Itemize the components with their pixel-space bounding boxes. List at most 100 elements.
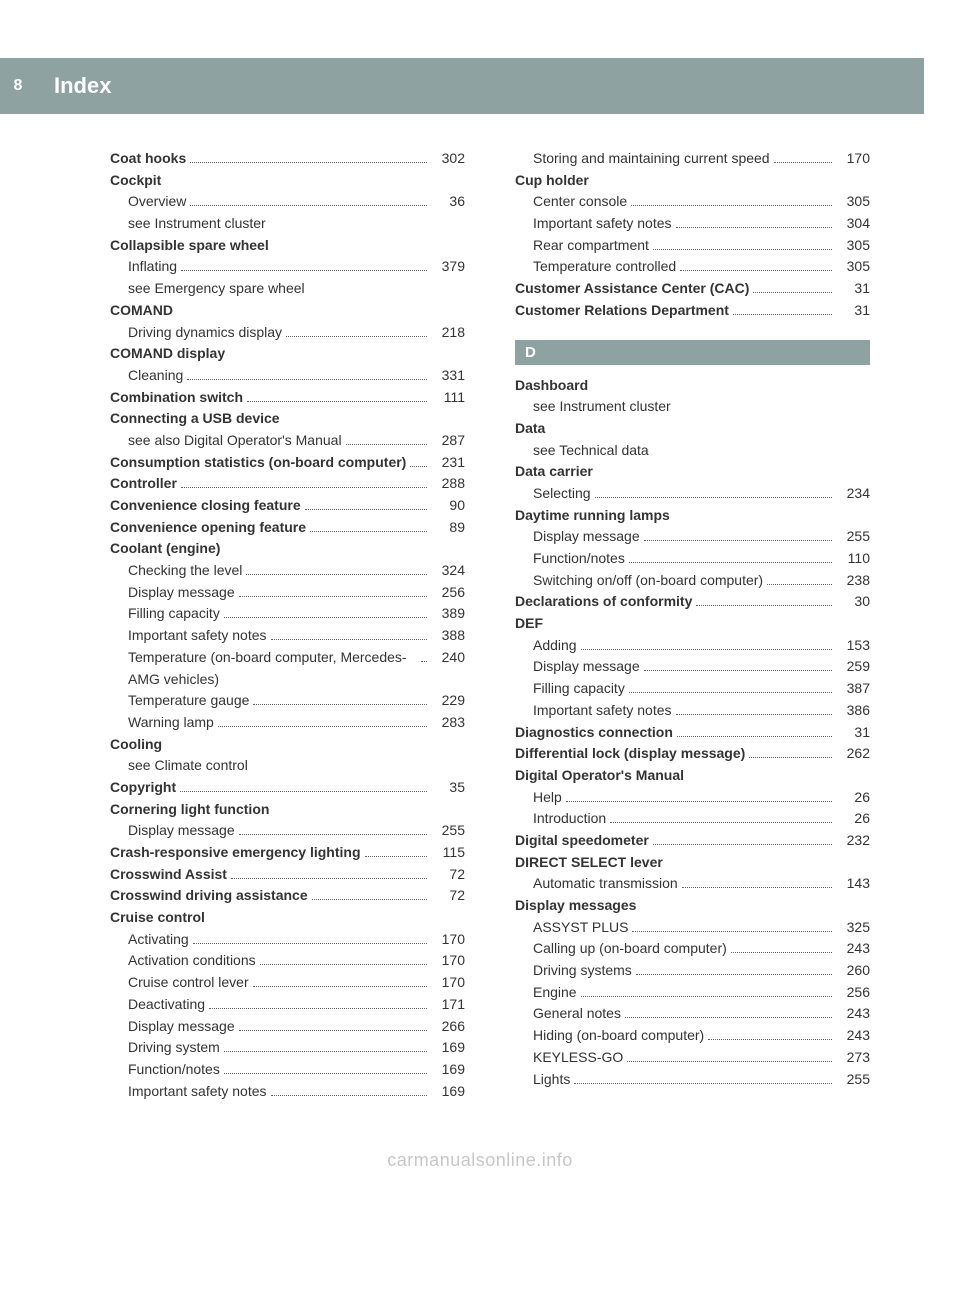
index-entry-page: 90 [431, 495, 465, 517]
index-entry-page: 305 [836, 256, 870, 278]
index-entry: Filling capacity389 [110, 603, 465, 625]
index-entry-page: 260 [836, 960, 870, 982]
index-entry-page: 26 [836, 787, 870, 809]
index-entry: Rear compartment305 [515, 235, 870, 257]
index-entry-page: 30 [836, 591, 870, 613]
index-entry: Data carrier [515, 461, 870, 483]
index-entry: Coolant (engine) [110, 538, 465, 560]
index-entry: Connecting a USB device [110, 408, 465, 430]
index-entry: Crash-responsive emergency lighting115 [110, 842, 465, 864]
index-entry-leader [253, 704, 427, 705]
index-entry-label: see also Digital Operator's Manual [128, 430, 342, 452]
index-entry: Switching on/off (on-board computer)238 [515, 570, 870, 592]
index-entry-leader [632, 931, 832, 932]
index-entry-leader [631, 205, 832, 206]
index-entry-label: Convenience opening feature [110, 517, 306, 539]
index-entry-page: 169 [431, 1081, 465, 1103]
index-entry-page: 283 [431, 712, 465, 734]
index-entry-leader [774, 162, 832, 163]
index-entry: Driving system169 [110, 1037, 465, 1059]
index-entry: Center console 305 [515, 191, 870, 213]
index-entry-leader [231, 878, 427, 879]
index-entry-label: Differential lock (display message) [515, 743, 745, 765]
index-entry: Cleaning331 [110, 365, 465, 387]
index-entry: Display message255 [515, 526, 870, 548]
index-entry-page: 256 [836, 982, 870, 1004]
index-entry-label: Warning lamp [128, 712, 214, 734]
index-entry: Consumption statistics (on-board compute… [110, 452, 465, 474]
index-entry-leader [224, 1051, 427, 1052]
index-content: Coat hooks302CockpitOverview36see Instru… [0, 58, 960, 1142]
index-entry: Customer Relations Department31 [515, 300, 870, 322]
index-entry: Cornering light function [110, 799, 465, 821]
index-entry: Temperature (on-board computer, Mercedes… [110, 647, 465, 690]
index-entry-page: 325 [836, 917, 870, 939]
index-entry-label: KEYLESS-GO [533, 1047, 623, 1069]
index-entry: Convenience opening feature89 [110, 517, 465, 539]
index-entry: DEF [515, 613, 870, 635]
index-entry-leader [312, 899, 427, 900]
index-entry: DIRECT SELECT lever [515, 852, 870, 874]
index-entry-label: Daytime running lamps [515, 505, 670, 527]
index-entry-leader [190, 162, 427, 163]
index-entry-label: Display message [533, 656, 640, 678]
header-bar: Index [36, 58, 924, 114]
index-entry-leader [636, 974, 832, 975]
index-entry: Driving dynamics display218 [110, 322, 465, 344]
index-entry: Automatic transmission143 [515, 873, 870, 895]
index-entry-page: 305 [836, 191, 870, 213]
index-entry: Diagnostics connection31 [515, 722, 870, 744]
index-entry-leader [653, 844, 832, 845]
index-entry-label: Activating [128, 929, 189, 951]
index-entry-leader [421, 661, 427, 662]
index-entry: Temperature gauge229 [110, 690, 465, 712]
index-entry-page: 171 [431, 994, 465, 1016]
index-entry-leader [346, 444, 427, 445]
index-entry-label: Declarations of conformity [515, 591, 692, 613]
index-entry-label: Storing and maintaining current speed [533, 148, 770, 170]
index-entry-leader [190, 205, 427, 206]
index-entry-leader [644, 670, 832, 671]
index-entry: Help26 [515, 787, 870, 809]
index-entry: Collapsible spare wheel [110, 235, 465, 257]
index-entry: Hiding (on-board computer)243 [515, 1025, 870, 1047]
index-entry-label: Connecting a USB device [110, 408, 280, 430]
index-entry-label: Display message [128, 820, 235, 842]
index-entry-label: Filling capacity [533, 678, 625, 700]
index-entry-page: 387 [836, 678, 870, 700]
index-entry: Cooling [110, 734, 465, 756]
index-entry-leader [653, 249, 832, 250]
index-entry: COMAND display [110, 343, 465, 365]
index-entry: Combination switch111 [110, 387, 465, 409]
index-entry-label: Cleaning [128, 365, 183, 387]
index-entry-label: Filling capacity [128, 603, 220, 625]
index-entry: Declarations of conformity 30 [515, 591, 870, 613]
index-entry-label: Consumption statistics (on-board compute… [110, 452, 406, 474]
index-entry-label: see Instrument cluster [128, 213, 266, 235]
index-entry-page: 218 [431, 322, 465, 344]
index-entry: Crosswind driving assistance72 [110, 885, 465, 907]
index-entry: KEYLESS-GO273 [515, 1047, 870, 1069]
index-entry: Crosswind Assist72 [110, 864, 465, 886]
index-entry-label: Digital Operator's Manual [515, 765, 684, 787]
index-entry-page: 31 [836, 278, 870, 300]
index-entry: see Instrument cluster [110, 213, 465, 235]
index-entry-page: 288 [431, 473, 465, 495]
index-entry-page: 170 [836, 148, 870, 170]
index-entry-label: Calling up (on-board computer) [533, 938, 727, 960]
index-entry-page: 153 [836, 635, 870, 657]
index-entry: see Instrument cluster [515, 396, 870, 418]
index-entry-label: Cruise control [110, 907, 205, 929]
index-entry-page: 259 [836, 656, 870, 678]
index-entry-label: Display messages [515, 895, 636, 917]
index-entry-label: COMAND [110, 300, 173, 322]
index-entry-label: Center console [533, 191, 627, 213]
index-entry-page: 386 [836, 700, 870, 722]
index-entry-leader [224, 617, 427, 618]
index-entry-page: 304 [836, 213, 870, 235]
index-entry: Adding153 [515, 635, 870, 657]
index-entry-page: 232 [836, 830, 870, 852]
index-entry-leader [731, 952, 832, 953]
index-entry: Cup holder [515, 170, 870, 192]
page-number: 8 [14, 77, 23, 95]
